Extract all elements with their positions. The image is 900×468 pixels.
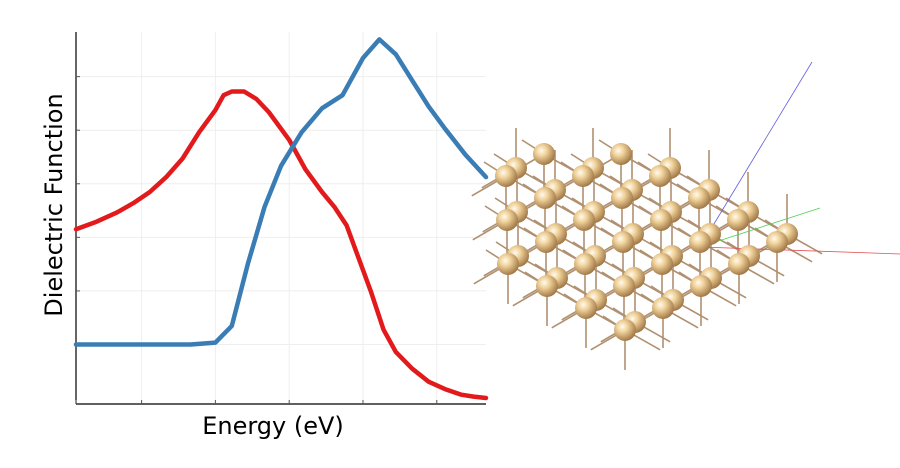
atoms (495, 143, 798, 341)
structure-axis-z (699, 61, 813, 248)
crystal-structure-view (471, 61, 900, 370)
structure-axis-x (699, 246, 900, 255)
series-line-blue (73, 37, 489, 347)
atom-sphere (574, 253, 596, 275)
atom-sphere (612, 231, 634, 253)
atom-sphere (614, 319, 636, 341)
atom-sphere (536, 275, 558, 297)
atom-sphere (572, 165, 594, 187)
atom-sphere (535, 231, 557, 253)
atom-sphere (650, 209, 672, 231)
atom-sphere (649, 165, 671, 187)
atom-sphere (534, 187, 556, 209)
atom-sphere (651, 253, 673, 275)
atom-sphere (496, 209, 518, 231)
atom-sphere (575, 297, 597, 319)
dielectric-chart: Energy (eV) Dielectric Function (40, 32, 489, 440)
atom-sphere (690, 275, 712, 297)
series-line-red (73, 89, 489, 401)
atom-sphere (652, 297, 674, 319)
structure-axes (699, 61, 900, 255)
atom-sphere (495, 165, 517, 187)
axes (75, 32, 486, 405)
x-axis-label: Energy (eV) (202, 412, 344, 440)
grid (75, 32, 486, 404)
atom-sphere (688, 187, 710, 209)
atom-sphere (766, 231, 788, 253)
atom-sphere (613, 275, 635, 297)
atom-sphere (533, 143, 555, 165)
atom-sphere (573, 209, 595, 231)
series-group (73, 37, 489, 401)
atom-sphere (728, 253, 750, 275)
y-axis-label: Dielectric Function (40, 93, 68, 316)
atom-sphere (610, 143, 632, 165)
atom-sphere (727, 209, 749, 231)
atom-sphere (689, 231, 711, 253)
atom-sphere (611, 187, 633, 209)
atom-sphere (497, 253, 519, 275)
structure-axis-y (699, 207, 821, 248)
